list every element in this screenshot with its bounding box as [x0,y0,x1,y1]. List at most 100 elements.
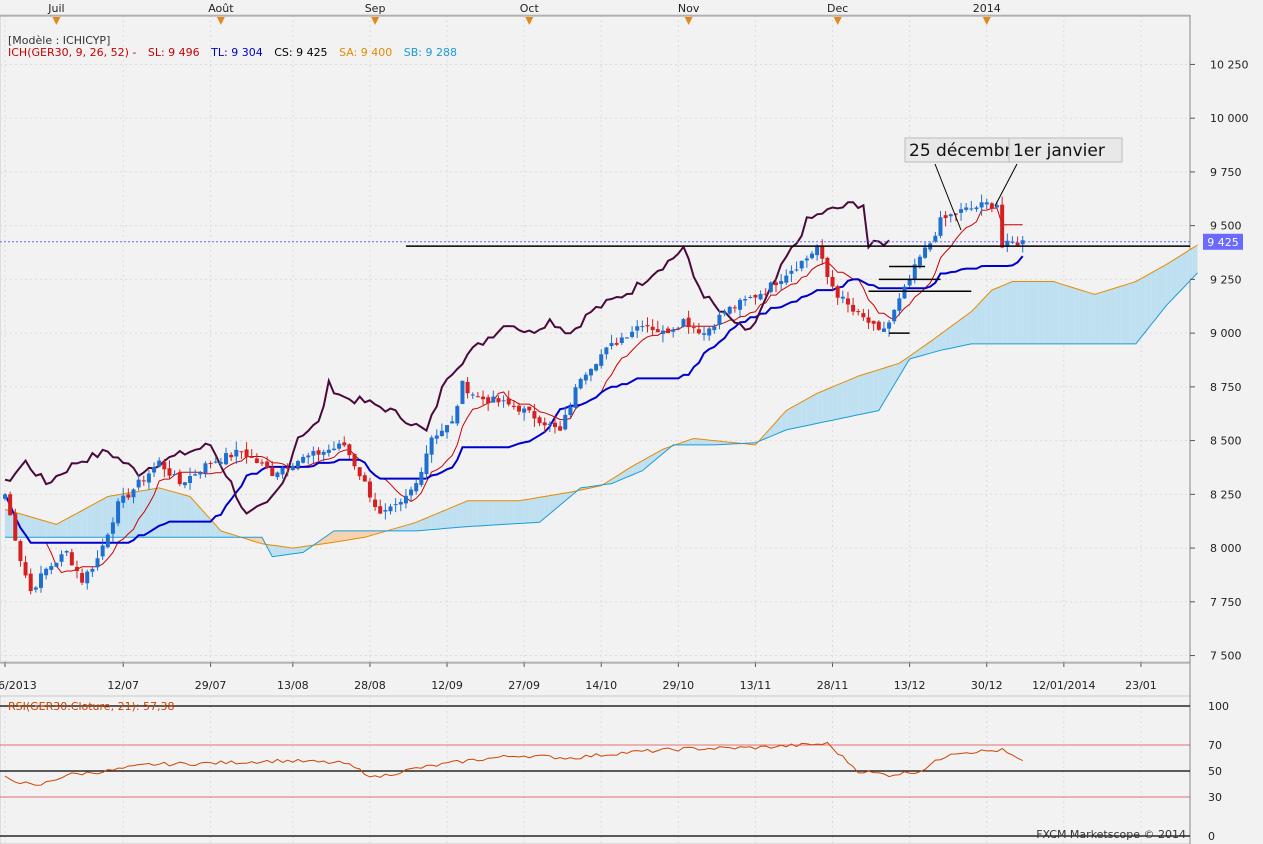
cloud-segment [143,489,149,538]
month-marker-icon [525,17,534,25]
candle-body [851,304,856,312]
cloud-segment [1084,291,1090,344]
candle-body [537,417,542,424]
annotation-text: 1er janvier [1013,141,1105,161]
candle-body [270,467,275,476]
cloud-segment [40,519,47,538]
candle-body [44,568,49,576]
cloud-segment [976,300,982,344]
cloud-segment [822,389,828,423]
kumo-cloud [4,244,1198,558]
price-axis [1190,15,1263,844]
rsi-panel [0,695,1191,844]
cloud-segment [971,306,977,344]
cloud-segment [1171,257,1177,300]
candle-body [938,217,943,236]
cloud-segment [488,500,494,526]
candle-body [213,461,218,463]
cloud-segment [632,463,638,475]
cloud-segment [529,498,535,523]
cloud-segment [66,516,72,538]
candle-body [517,405,521,412]
month-marker-icon [216,17,225,25]
candle-body [912,264,917,279]
candle-body [676,327,681,329]
cloud-segment [92,502,98,538]
candle-body [573,387,578,408]
cloud-segment [1038,281,1044,344]
cloud-segment [169,490,175,538]
candle-body [707,328,712,336]
candle-body [80,573,85,583]
cloud-segment [354,530,360,539]
cloud-segment [318,538,324,545]
cloud-segment [1094,292,1100,344]
cloud-segment [796,401,802,428]
cloud-segment [46,521,52,538]
candle-body [835,286,840,298]
candle-body [933,235,938,242]
cloud-segment [457,502,463,528]
cloud-segment [1007,281,1013,344]
candle-body [768,282,773,292]
candle-body [943,215,948,219]
candle-body [403,495,408,504]
rsi-tick-label: 0 [1208,830,1215,843]
y-tick-label: 9 750 [1210,166,1242,179]
cloud-segment [1146,272,1152,331]
cloud-segment [25,515,31,538]
cloud-segment [842,380,848,419]
candle-body [38,573,43,588]
cloud-segment [513,500,519,524]
candle-body [917,256,922,266]
cloud-segment [472,500,478,527]
cloud-segment [359,530,365,539]
cloud-segment [621,469,627,480]
candle-body [876,321,881,330]
cloud-segment [35,518,41,538]
candle-body [1015,242,1020,246]
candle-body [774,282,778,286]
x-tick-label: 30/12 [971,679,1003,692]
x-tick-label: 13/11 [740,679,772,692]
candle-body [337,443,342,449]
cloud-segment [781,410,787,433]
cloud-segment [981,295,987,344]
month-label: Juil [47,2,64,15]
candle-body [681,319,686,327]
candle-body [172,474,177,476]
cloud-segment [1166,261,1172,306]
x-tick-label: 28/08 [354,679,386,692]
candle-body [3,494,7,499]
candle-body [953,213,958,215]
cloud-segment [991,287,998,344]
cloud-segment [184,495,191,538]
cloud-segment [544,495,550,518]
month-label: Sep [365,2,386,15]
candle-body [295,461,300,468]
month-label: Août [208,2,234,15]
cloud-segment [837,382,843,420]
candle-body [542,422,547,426]
candle-body [923,247,928,258]
candle-body [445,425,450,433]
cloud-segment [426,515,432,531]
cloud-segment [909,352,915,359]
candle-body [897,298,902,311]
cloud-segment [534,497,540,523]
cloud-segment [801,399,807,427]
cloud-segment [1027,281,1033,344]
candle-body [331,448,336,450]
cloud-segment [853,376,859,416]
candle-body [393,504,398,506]
cloud-segment [704,439,710,445]
cloud-segment [297,546,304,554]
candle-body [208,463,213,465]
candle-body [578,378,583,389]
cloud-segment [997,285,1003,344]
rsi-tick-label: 30 [1208,791,1222,804]
candle-body [146,473,151,483]
candle-body [984,202,989,205]
x-tick-label: 13/12 [894,679,926,692]
cloud-segment [1063,284,1069,344]
